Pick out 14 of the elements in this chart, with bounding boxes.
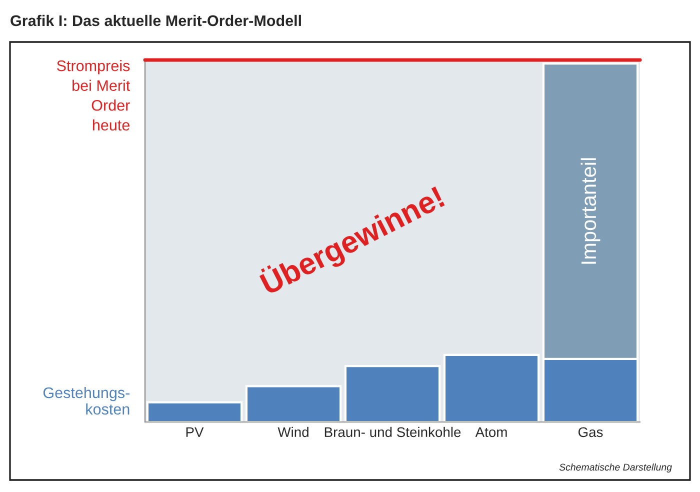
x-tick-label: PV [186,427,204,437]
x-tick-label: Wind [278,426,308,438]
x-tick-label: Atom [475,427,507,438]
series-label: Importanteil [580,158,600,264]
x-tick-label: Gas [578,427,603,438]
bar [344,365,441,422]
ref-line-label: Strompreis bei Merit Order heute [56,60,130,131]
bar [146,401,243,422]
bar [443,354,540,422]
series-label: Gestehungs- kosten [43,386,130,415]
text: Schematische Darstellung [559,463,672,473]
chart-title: Grafik I: Das aktuelle Merit-Order-Modell [10,14,301,26]
x-tick-label: Braun- und Steinkohle [324,426,461,438]
bar [245,385,342,422]
